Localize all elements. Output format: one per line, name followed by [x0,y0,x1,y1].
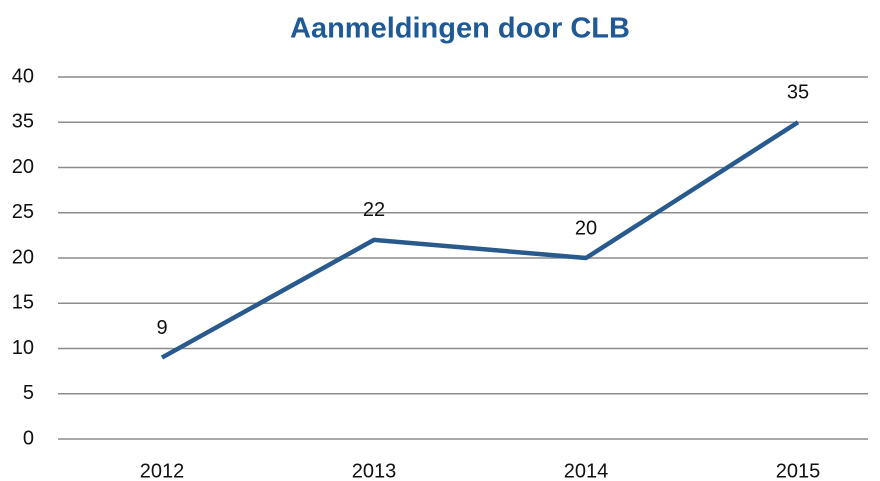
data-label: 35 [787,82,809,104]
data-label: 9 [156,317,167,339]
data-label: 20 [575,217,597,239]
x-tick-label: 2015 [776,460,821,481]
y-tick-label: 40 [12,65,34,87]
y-tick-label: 10 [12,337,34,359]
y-tick-label: 25 [12,201,34,223]
y-tick-label: 5 [23,382,34,404]
y-tick-label: 35 [12,111,34,133]
y-tick-label: 20 [12,156,34,178]
data-label: 22 [363,199,385,221]
y-tick-label: 20 [12,246,34,268]
x-tick-label: 2012 [140,460,185,481]
y-tick-label: 0 [23,427,34,449]
chart-title: Aanmeldingen door CLB [290,13,630,45]
x-tick-label: 2014 [564,460,609,481]
x-tick-label: 2013 [352,460,397,481]
y-tick-label: 15 [12,292,34,314]
data-line [160,120,800,360]
